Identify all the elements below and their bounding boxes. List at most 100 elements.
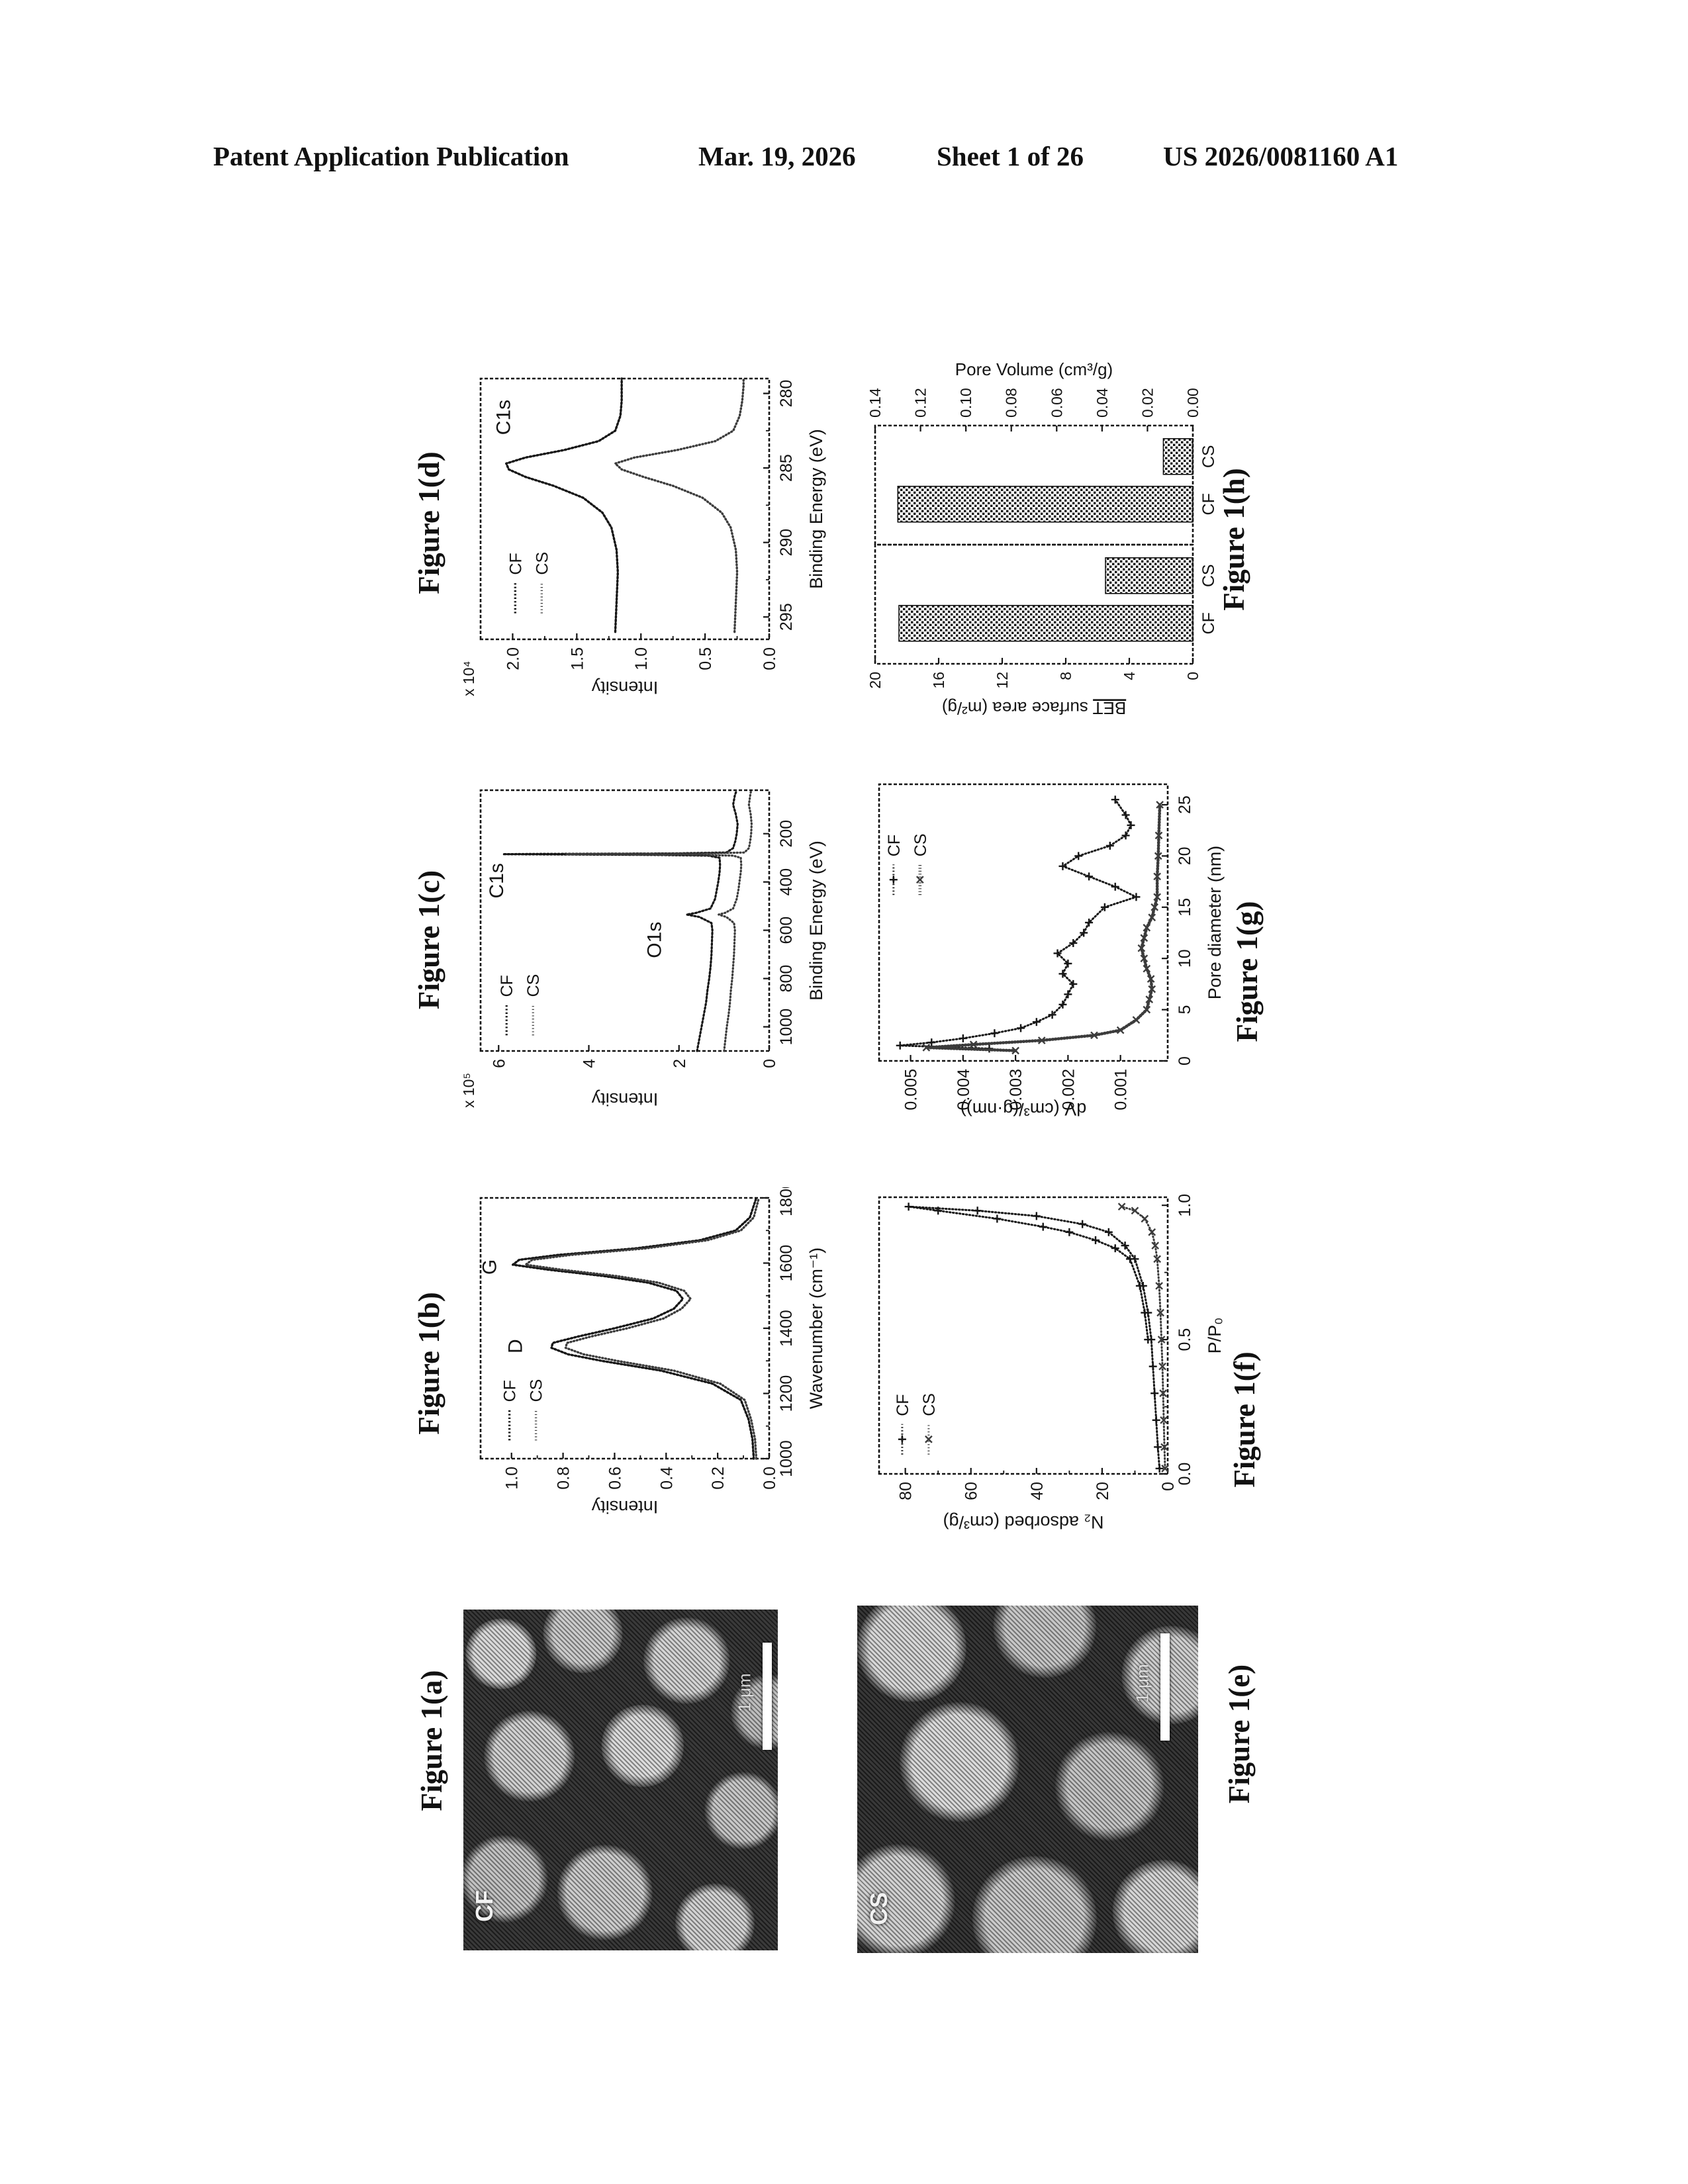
svg-text:G: G [479,1259,500,1275]
scale-bar-label: 1 μm [734,1673,755,1712]
svg-text:2.0: 2.0 [504,647,522,670]
caption-figure-1c: Figure 1(c) [412,870,445,1010]
svg-text:1.0: 1.0 [632,647,651,670]
svg-text:1600: 1600 [777,1245,796,1282]
svg-text:C1s: C1s [493,400,515,435]
svg-text:0.02: 0.02 [1139,388,1156,418]
svg-text:5: 5 [1176,1005,1194,1015]
svg-text:285: 285 [777,454,796,482]
svg-text:0.00: 0.00 [1184,388,1201,418]
svg-text:1000: 1000 [777,1009,796,1046]
svg-text:800: 800 [777,965,796,993]
n2-isotherm-plot: 0.0 0.5 1.0 0 20 40 60 80 P/P₀ N₂ adsorbed (cm³/g… [878,1194,1225,1532]
svg-text:0.2: 0.2 [709,1467,727,1490]
figure-1f-chart: 0.0 0.5 1.0 0 20 40 60 80 P/P₀ N₂ adsorbed (cm³/g… [855,1186,1252,1543]
sem-sample-label: CS [865,1891,893,1926]
svg-text:CS: CS [1199,564,1218,587]
svg-text:BET surface area (m²/g): BET surface area (m²/g) [942,698,1126,718]
svg-text:Pore Volume (cm³/g): Pore Volume (cm³/g) [955,359,1113,379]
figure-1c-chart: 1000 800 600 400 200 0 2 4 6 Binding Energy (eV) I… [457,780,854,1117]
svg-text:0.10: 0.10 [957,388,974,418]
svg-text:16: 16 [930,672,947,689]
header-date: Mar. 19, 2026 [698,141,856,171]
svg-text:O1s: O1s [644,922,666,958]
svg-text:290: 290 [777,529,796,557]
svg-text:0.14: 0.14 [867,388,884,418]
svg-text:Pore diameter (nm): Pore diameter (nm) [1205,846,1225,1000]
svg-text:295: 295 [777,603,796,631]
svg-text:6: 6 [490,1059,508,1068]
svg-text:Intensity: Intensity [591,1089,658,1109]
svg-text:CS: CS [1199,445,1218,468]
svg-text:0.5: 0.5 [696,647,715,670]
svg-text:CS: CS [524,974,543,997]
svg-text:2: 2 [671,1059,689,1068]
figure-1b-chart: 1000 1200 1400 1600 1800 0.0 0.2 0.4 0.6 0.8 1.0 Wa… [457,1179,854,1525]
svg-text:0.0: 0.0 [761,647,779,670]
svg-text:CS: CS [912,833,930,856]
svg-text:0.002: 0.002 [1059,1069,1078,1111]
svg-text:dV (cm³/(g·nm)): dV (cm³/(g·nm)) [961,1099,1087,1119]
svg-text:20: 20 [867,672,884,689]
svg-text:1.5: 1.5 [568,647,586,670]
svg-text:15: 15 [1176,898,1194,917]
svg-text:CF: CF [1199,612,1218,634]
sem-image-cf: CF 1 μm [463,1610,778,1950]
svg-text:1400: 1400 [777,1310,796,1347]
svg-text:CS: CS [533,552,551,575]
scale-bar-label: 1 μm [1132,1664,1152,1703]
xps-c1s-plot: 295 290 285 280 0.0 0.5 1.0 1.5 2.0 Binding Energ… [460,377,826,698]
svg-text:C1s: C1s [486,863,508,898]
svg-text:0: 0 [1176,1056,1194,1066]
svg-text:CS: CS [528,1379,546,1402]
svg-text:0.4: 0.4 [657,1467,676,1490]
svg-text:CF: CF [506,553,525,574]
scale-bar [1160,1633,1170,1741]
svg-text:x 10⁵: x 10⁵ [460,1073,477,1108]
svg-text:25: 25 [1176,796,1194,814]
svg-text:12: 12 [994,672,1011,689]
svg-text:0.005: 0.005 [902,1069,921,1111]
scale-bar [763,1643,772,1750]
svg-text:CF: CF [501,1380,520,1402]
svg-text:Binding Energy (eV): Binding Energy (eV) [806,841,826,1001]
svg-text:CF: CF [885,835,904,856]
svg-text:0.004: 0.004 [955,1069,973,1111]
svg-text:0: 0 [1159,1482,1178,1491]
svg-text:600: 600 [777,917,796,944]
svg-text:4: 4 [581,1059,599,1068]
svg-text:10: 10 [1176,949,1194,968]
svg-text:0.0: 0.0 [1176,1463,1194,1486]
raman-spectrum-plot: 1000 1200 1400 1600 1800 0.0 0.2 0.4 0.6 0.8 1.0 Wa… [479,1179,826,1517]
svg-text:Intensity: Intensity [591,678,658,698]
sem-image-cs: CS 1 μm [857,1606,1198,1953]
svg-text:0.08: 0.08 [1003,388,1020,418]
sem-sample-label: CF [471,1890,498,1922]
svg-text:CF: CF [894,1394,912,1416]
svg-text:0.6: 0.6 [606,1467,624,1490]
svg-text:1000: 1000 [777,1440,796,1477]
svg-text:200: 200 [777,820,796,848]
svg-text:0.001: 0.001 [1112,1069,1131,1111]
figure-1h-chart: 0 4 8 12 16 20 CF CS BET surface area (m²/g) 0.00… [855,356,1259,727]
svg-text:0.003: 0.003 [1007,1069,1025,1111]
svg-text:20: 20 [1094,1482,1112,1500]
pore-size-distribution-plot: 0 5 10 15 20 25 0.001 0.002 0.003 0.004 0.005 Pore … [878,783,1225,1119]
svg-text:1.0: 1.0 [1176,1194,1194,1217]
svg-text:0.8: 0.8 [555,1467,573,1490]
header-publication: Patent Application Publication [213,141,569,171]
svg-text:0.04: 0.04 [1094,388,1111,418]
svg-text:0: 0 [1184,672,1201,680]
caption-figure-1a: Figure 1(a) [415,1670,448,1811]
svg-text:1200: 1200 [777,1375,796,1412]
svg-text:Binding Energy (eV): Binding Energy (eV) [806,429,826,589]
svg-text:0.5: 0.5 [1176,1328,1194,1351]
svg-text:CF: CF [1199,493,1218,515]
svg-text:CF: CF [498,975,516,997]
svg-text:0.12: 0.12 [912,388,929,418]
svg-text:8: 8 [1057,672,1074,680]
svg-text:60: 60 [962,1482,981,1500]
svg-text:Intensity: Intensity [591,1497,658,1517]
bet-porevolume-bars: 0 4 8 12 16 20 CF CS BET surface area (m²/g) 0.00… [867,359,1218,718]
